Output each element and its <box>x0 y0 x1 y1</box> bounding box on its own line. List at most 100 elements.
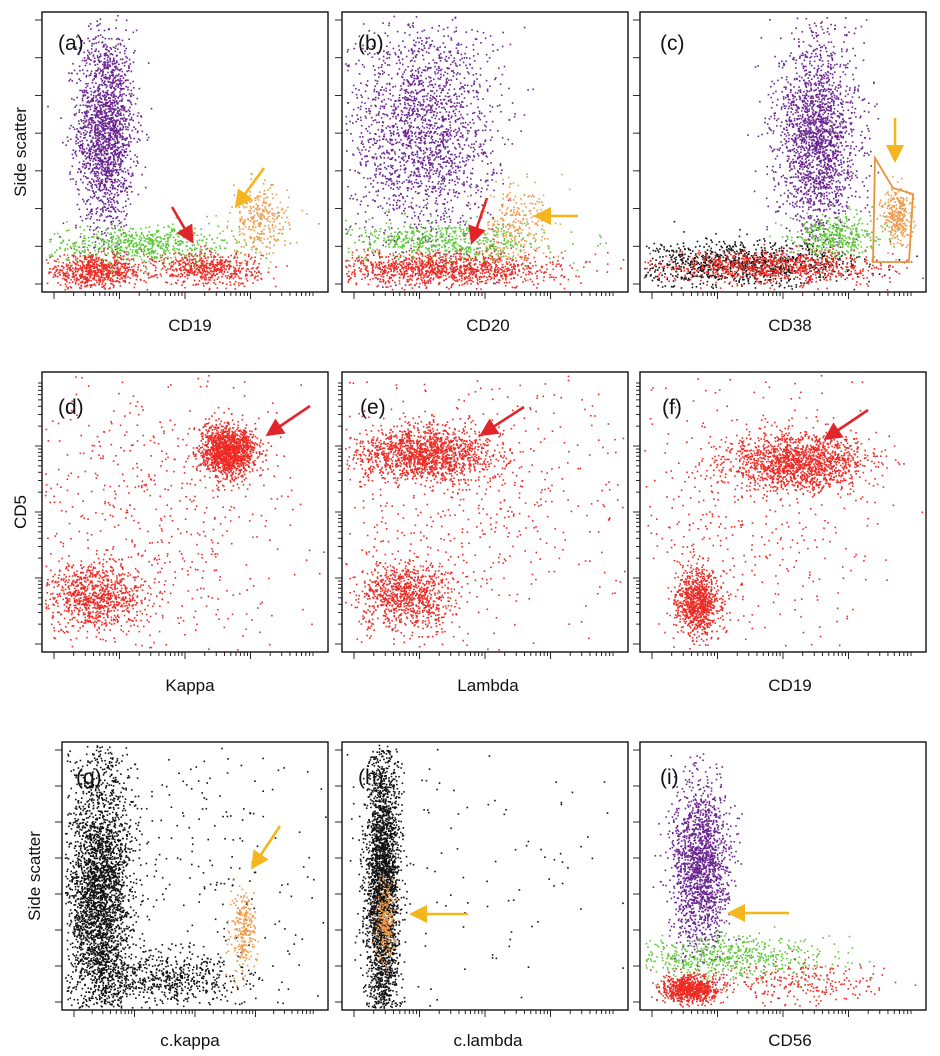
data-point <box>460 103 462 106</box>
data-point <box>93 278 95 281</box>
data-point <box>124 279 126 282</box>
data-point <box>104 185 107 187</box>
data-point <box>164 253 166 256</box>
data-point <box>92 120 95 122</box>
data-point <box>91 213 93 215</box>
data-point <box>439 186 442 188</box>
data-point <box>438 106 440 108</box>
data-point <box>103 184 105 186</box>
data-point <box>464 121 467 124</box>
data-point <box>83 264 86 267</box>
data-point <box>107 117 109 120</box>
data-point <box>258 271 260 273</box>
data-point <box>450 39 453 41</box>
data-point <box>86 285 88 287</box>
data-point <box>213 255 215 257</box>
data-point <box>442 142 444 145</box>
data-point <box>413 181 416 184</box>
data-point <box>109 197 111 199</box>
data-point <box>85 278 88 281</box>
data-point <box>421 121 424 124</box>
data-point <box>260 272 262 275</box>
data-point <box>92 144 94 146</box>
data-point <box>234 269 237 271</box>
data-point <box>79 259 81 262</box>
data-point <box>71 80 74 82</box>
data-point <box>145 245 148 247</box>
data-point <box>91 208 93 210</box>
data-point <box>107 159 110 162</box>
data-point <box>97 90 100 93</box>
data-point <box>124 137 127 140</box>
data-point <box>174 239 176 242</box>
data-point <box>383 133 386 136</box>
data-point <box>162 263 164 265</box>
data-point <box>99 92 102 94</box>
data-point <box>72 274 75 277</box>
data-point <box>435 99 437 102</box>
data-point <box>112 73 114 76</box>
data-point <box>114 272 117 275</box>
data-point <box>253 261 256 263</box>
data-point <box>131 273 133 275</box>
data-point <box>94 105 96 108</box>
data-point <box>126 118 128 120</box>
data-point <box>196 240 199 242</box>
data-point <box>100 275 103 278</box>
panel-b: (b) <box>335 11 629 299</box>
data-point <box>90 210 92 213</box>
data-point <box>203 255 206 258</box>
data-point <box>193 264 196 267</box>
data-point <box>83 89 85 92</box>
data-point <box>112 163 115 165</box>
data-point <box>70 286 73 289</box>
data-point <box>108 178 110 181</box>
data-point <box>213 242 215 244</box>
data-point <box>128 124 130 126</box>
data-point <box>115 129 118 131</box>
data-point <box>203 265 205 268</box>
scatter-points-layer <box>345 15 625 291</box>
data-point <box>118 219 120 222</box>
data-point <box>467 155 470 157</box>
data-point <box>119 250 122 252</box>
data-point <box>112 235 115 238</box>
data-point <box>103 240 105 243</box>
data-point <box>112 208 115 210</box>
data-point <box>100 269 103 271</box>
data-point <box>110 143 113 146</box>
data-point <box>178 252 181 255</box>
data-point <box>97 162 99 165</box>
data-point <box>111 62 114 65</box>
data-point <box>178 264 181 267</box>
data-point <box>114 231 116 234</box>
data-point <box>124 118 127 120</box>
data-point <box>96 219 98 221</box>
data-point <box>98 226 101 229</box>
data-point <box>88 167 91 170</box>
data-point <box>435 228 437 230</box>
data-point <box>95 42 98 44</box>
data-point <box>109 142 111 145</box>
data-point <box>80 178 82 181</box>
data-point <box>118 274 120 276</box>
data-point <box>442 161 445 164</box>
data-point <box>127 128 129 131</box>
data-point <box>97 126 99 128</box>
data-point <box>59 273 61 276</box>
data-point <box>119 51 121 54</box>
data-point <box>75 281 77 284</box>
data-point <box>132 174 134 177</box>
data-point <box>166 258 169 260</box>
data-point <box>85 152 88 155</box>
data-point <box>480 112 483 115</box>
data-point <box>82 127 84 129</box>
data-point <box>117 147 120 150</box>
data-point <box>78 189 80 191</box>
data-point <box>97 135 99 138</box>
data-point <box>129 242 131 244</box>
data-point <box>114 193 116 196</box>
data-point <box>430 164 432 166</box>
data-point <box>119 165 122 167</box>
